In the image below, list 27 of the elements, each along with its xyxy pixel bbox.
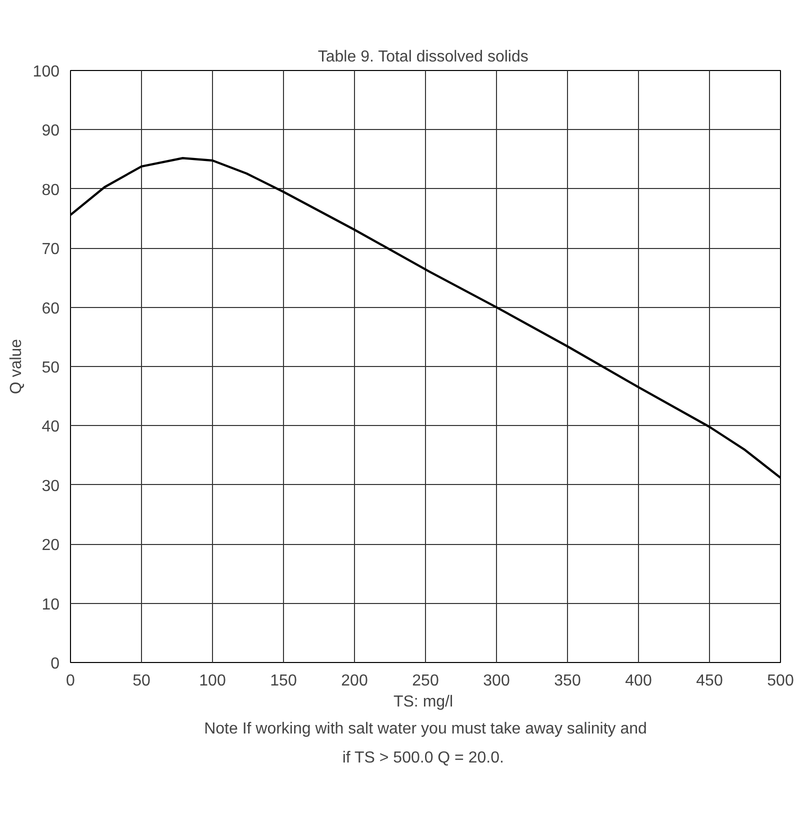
- y-tick-label: 100: [32, 64, 60, 80]
- x-tick-label: 100: [199, 672, 226, 690]
- y-tick-label: 40: [42, 418, 60, 436]
- y-tick-label: 50: [42, 360, 60, 376]
- y-tick-label: 60: [42, 300, 60, 318]
- text: if TS > 500.0 Q = 20.0.: [342, 750, 504, 766]
- y-tick-label: 10: [42, 596, 60, 614]
- x-tick-label: 450: [696, 672, 723, 690]
- y-tick-label: 0: [50, 656, 60, 672]
- x-tick-label: 150: [270, 672, 297, 690]
- x-tick-label: 300: [483, 672, 510, 690]
- chart-title: Table 9. Total dissolved solids: [318, 48, 528, 66]
- x-axis-title: TS: mg/l: [393, 694, 454, 710]
- text: Note If working with salt water you must take away salinity and: [204, 720, 647, 738]
- y-tick-label: 80: [42, 182, 60, 199]
- x-tick-label: 500: [767, 672, 794, 690]
- x-tick-label: 200: [341, 672, 368, 690]
- x-tick-label: 350: [554, 672, 581, 690]
- y-axis-title: Q value: [8, 338, 25, 394]
- y-tick-label: 90: [42, 122, 60, 140]
- x-tick-label: 250: [412, 672, 439, 690]
- x-tick-label: 0: [66, 672, 76, 690]
- y-tick-label: 70: [42, 241, 60, 258]
- y-tick-label: 30: [42, 478, 60, 495]
- x-tick-label: 50: [132, 672, 150, 690]
- x-tick-label: 400: [625, 672, 652, 690]
- y-tick-label: 20: [42, 537, 60, 554]
